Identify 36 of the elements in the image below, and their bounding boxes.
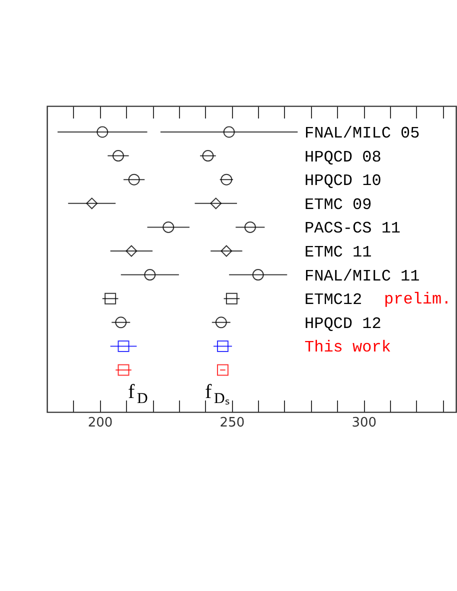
y-tick-label: ETMC 11 bbox=[304, 244, 372, 262]
annotation: prelim. bbox=[384, 290, 452, 309]
point bbox=[220, 245, 232, 257]
point bbox=[216, 340, 228, 352]
x-tick-label: 300 bbox=[352, 416, 377, 430]
point bbox=[112, 150, 124, 162]
point bbox=[96, 126, 108, 138]
y-tick-label: ETMC12 bbox=[304, 291, 362, 310]
point bbox=[252, 269, 264, 281]
point bbox=[220, 174, 232, 186]
point bbox=[126, 245, 138, 257]
point bbox=[115, 316, 127, 328]
point bbox=[104, 292, 116, 304]
x-tick-label: 200 bbox=[88, 416, 113, 430]
point bbox=[128, 174, 140, 186]
y-tick-label: HPQCD 08 bbox=[304, 148, 382, 166]
y-tick-label: HPQCD 12 bbox=[304, 314, 382, 333]
x-tick-label: 250 bbox=[220, 416, 245, 430]
point bbox=[86, 198, 98, 210]
point bbox=[202, 150, 214, 162]
point bbox=[118, 364, 130, 376]
y-tick-label: FNAL/MILC 05 bbox=[304, 124, 420, 142]
y-tick-label: HPQCD 10 bbox=[304, 172, 382, 190]
point bbox=[244, 221, 256, 233]
y-tick-label: PACS-CS 11 bbox=[304, 220, 401, 238]
point bbox=[215, 316, 227, 328]
point bbox=[162, 221, 174, 233]
point bbox=[118, 340, 130, 352]
point bbox=[210, 198, 222, 210]
point bbox=[144, 269, 156, 281]
y-tick-label: FNAL/MILC 11 bbox=[304, 267, 420, 286]
y-tick-label: ETMC 09 bbox=[304, 196, 372, 214]
point bbox=[226, 292, 238, 304]
y-tick-label: This work bbox=[304, 338, 391, 357]
point bbox=[223, 126, 235, 138]
point bbox=[216, 364, 228, 376]
